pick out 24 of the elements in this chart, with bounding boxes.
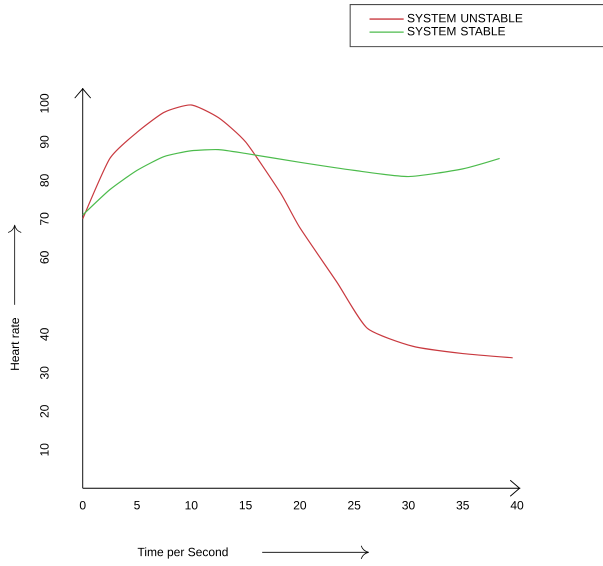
y-tick-label: 70 <box>40 212 49 226</box>
line-series <box>82 149 500 216</box>
x-tick-label: 0 <box>80 501 86 510</box>
y-tick-label: 30 <box>40 366 49 380</box>
y-tick-label: 10 <box>40 444 49 456</box>
x-tick-label: 10 <box>186 501 198 510</box>
y-tick-label: 80 <box>40 174 49 187</box>
y-tick-label: 40 <box>40 328 49 341</box>
x-tick-label: 35 <box>456 501 469 510</box>
legend-label: SYSTEM UNSTABLE <box>408 14 522 23</box>
y-tick-label: 90 <box>40 136 49 148</box>
y-tick-label: 60 <box>40 251 49 264</box>
x-tick-label: 5 <box>134 501 140 510</box>
x-tick-label: 20 <box>294 501 306 510</box>
y-tick-label: 100 <box>40 94 49 113</box>
y-tick-label: 20 <box>40 405 49 418</box>
legend-label: SYSTEM STABLE <box>408 27 506 36</box>
x-tick-label: 40 <box>510 501 524 510</box>
line-series <box>82 104 514 359</box>
x-axis-title: Time per Second <box>138 548 228 559</box>
x-tick-label: 30 <box>402 501 415 510</box>
x-tick-label: 25 <box>348 501 360 510</box>
y-axis-title: Heart rate <box>10 318 20 370</box>
x-tick-label: 15 <box>240 501 252 510</box>
